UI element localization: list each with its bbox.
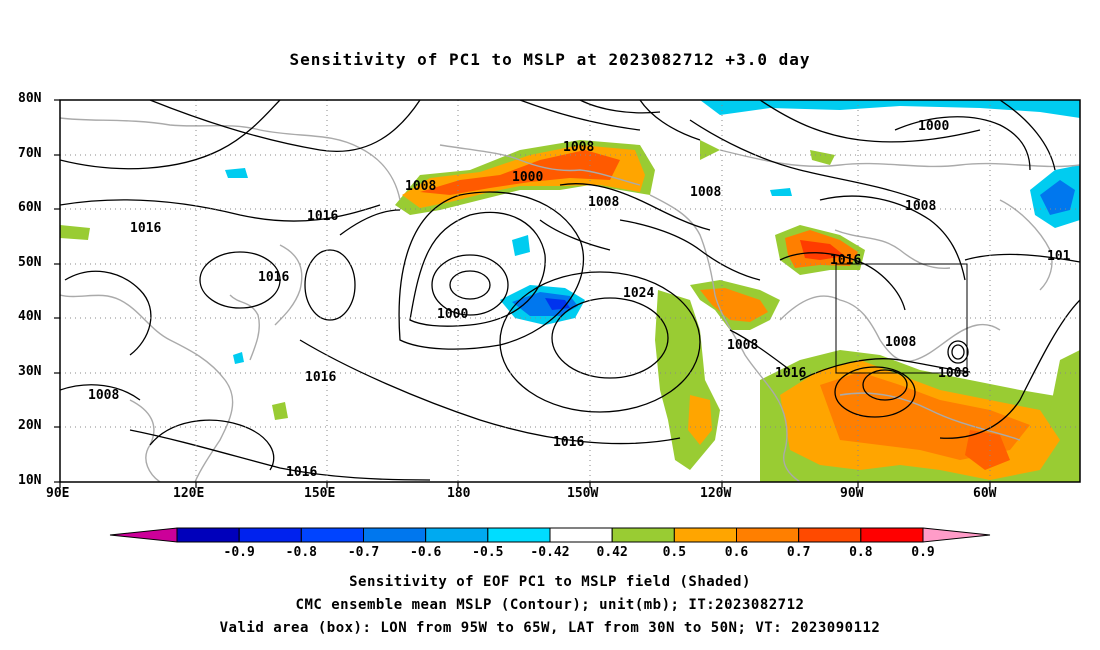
lat-label-20n: 20N [18, 418, 42, 433]
contour-label: 1008 [690, 185, 721, 200]
contour-label: 1008 [727, 338, 758, 353]
contour-label: 1016 [130, 221, 161, 236]
colorbar-swatch [798, 527, 862, 543]
contour-label: 1008 [88, 388, 119, 403]
colorbar-swatch [736, 527, 800, 543]
contour-label: 101 [1047, 249, 1071, 264]
colorbar-label: 0.7 [786, 545, 811, 560]
lon-label-90w: 90W [840, 486, 864, 501]
colorbar-label: -0.9 [223, 545, 255, 560]
lon-label-60w: 60W [973, 486, 997, 501]
contour-label: 1016 [307, 209, 338, 224]
contour-label: 1016 [286, 465, 317, 480]
colorbar-swatch [176, 527, 240, 543]
contour-label: 1016 [305, 370, 336, 385]
contour-label: 1016 [258, 270, 289, 285]
contour-label: 1016 [553, 435, 584, 450]
colorbar-label: -0.7 [347, 545, 380, 560]
contour-label: 1000 [437, 307, 468, 322]
lon-label-150w: 150W [567, 486, 599, 501]
colorbar-label: 0.6 [724, 545, 749, 560]
colorbar-swatch [611, 527, 675, 543]
contour-label: 1008 [885, 335, 916, 350]
contour-label: 1024 [623, 286, 654, 301]
colorbar-swatch [300, 527, 365, 543]
sensitivity-shading [60, 100, 1080, 482]
lon-label-120w: 120W [700, 486, 732, 501]
colorbar-swatch [425, 527, 489, 543]
lat-label-40n: 40N [18, 309, 42, 324]
colorbar-swatch [549, 527, 613, 543]
colorbar-swatch [238, 527, 302, 543]
lon-label-180: 180 [447, 486, 471, 501]
lon-label-120e: 120E [173, 486, 205, 501]
lat-label-10n: 10N [18, 473, 42, 488]
footer-line-1: Sensitivity of EOF PC1 to MSLP field (Sh… [349, 574, 751, 590]
colorbar-label: -0.6 [410, 545, 442, 560]
lat-label-50n: 50N [18, 255, 42, 270]
colorbar-label: -0.8 [285, 545, 317, 560]
lon-label-150e: 150E [304, 486, 336, 501]
footer-line-2: CMC ensemble mean MSLP (Contour); unit(m… [295, 597, 805, 613]
contour-label: 1008 [588, 195, 619, 210]
colorbar-label: 0.9 [911, 545, 935, 560]
colorbar-swatch [860, 527, 924, 543]
contour-label: 1008 [905, 199, 936, 214]
colorbar-label: -0.5 [472, 545, 504, 560]
mslp-contours [60, 100, 1080, 481]
colorbar-swatch [363, 527, 427, 543]
plot-frame [59, 99, 1081, 483]
colorbar-label: 0.5 [662, 545, 687, 560]
contour-label: 1000 [512, 170, 543, 185]
colorbar-swatch [487, 527, 551, 543]
lat-label-70n: 70N [18, 146, 42, 161]
lon-label-90e: 90E [46, 486, 70, 501]
valid-area-box [835, 263, 968, 374]
contour-label: 1000 [918, 119, 949, 134]
colorbar [109, 527, 991, 543]
colorbar-max-arrow [922, 527, 991, 543]
coastlines [60, 117, 1080, 482]
contour-label: 1008 [938, 366, 969, 381]
contour-label: 1008 [563, 140, 594, 155]
lat-label-80n: 80N [18, 91, 42, 106]
colorbar-label: 0.8 [849, 545, 873, 560]
footer-line-3: Valid area (box): LON from 95W to 65W, L… [219, 620, 881, 636]
colorbar-label: 0.42 [596, 545, 628, 560]
plot-title: Sensitivity of PC1 to MSLP at 2023082712… [289, 50, 811, 69]
axis-ticks [54, 99, 991, 488]
lat-label-60n: 60N [18, 200, 42, 215]
colorbar-min-arrow [109, 527, 178, 543]
colorbar-label: -0.42 [530, 545, 570, 560]
contour-label: 1008 [405, 179, 436, 194]
lat-label-30n: 30N [18, 364, 42, 379]
contour-label: 1016 [775, 366, 806, 381]
colorbar-swatch [673, 527, 737, 543]
contour-label: 1016 [830, 253, 861, 268]
